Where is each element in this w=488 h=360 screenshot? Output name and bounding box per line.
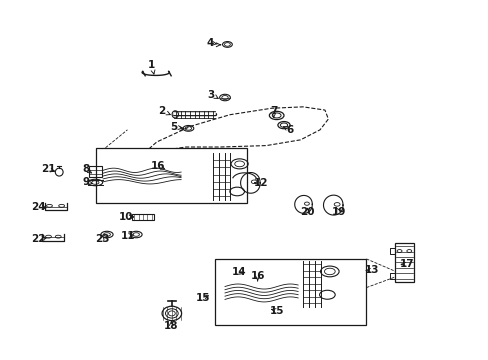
- Text: 18: 18: [164, 321, 178, 330]
- Text: 2: 2: [158, 106, 165, 116]
- Text: 16: 16: [151, 161, 165, 171]
- Text: 24: 24: [31, 202, 45, 212]
- Text: 16: 16: [250, 271, 264, 281]
- Text: 15: 15: [269, 306, 284, 316]
- Text: 17: 17: [399, 259, 414, 269]
- Text: 8: 8: [82, 164, 89, 174]
- Text: 12: 12: [253, 178, 268, 188]
- Text: 14: 14: [231, 267, 245, 277]
- Bar: [394, 243, 413, 282]
- Bar: [89, 166, 102, 177]
- Text: 6: 6: [285, 125, 293, 135]
- Text: 3: 3: [207, 90, 215, 100]
- Bar: [96, 148, 246, 203]
- Text: 19: 19: [331, 207, 345, 217]
- Text: 5: 5: [170, 122, 178, 132]
- Text: 23: 23: [95, 234, 109, 244]
- Bar: [215, 259, 366, 325]
- Text: 7: 7: [269, 106, 277, 116]
- Text: 1: 1: [148, 60, 155, 70]
- Text: 15: 15: [195, 293, 209, 303]
- Text: 10: 10: [119, 212, 134, 221]
- Text: 13: 13: [364, 265, 379, 275]
- Text: 9: 9: [82, 177, 89, 187]
- Text: 20: 20: [300, 207, 314, 217]
- Text: 11: 11: [121, 231, 136, 240]
- Text: 4: 4: [206, 38, 214, 48]
- Text: 21: 21: [41, 164, 55, 174]
- Text: 22: 22: [31, 234, 45, 244]
- Bar: [132, 214, 154, 220]
